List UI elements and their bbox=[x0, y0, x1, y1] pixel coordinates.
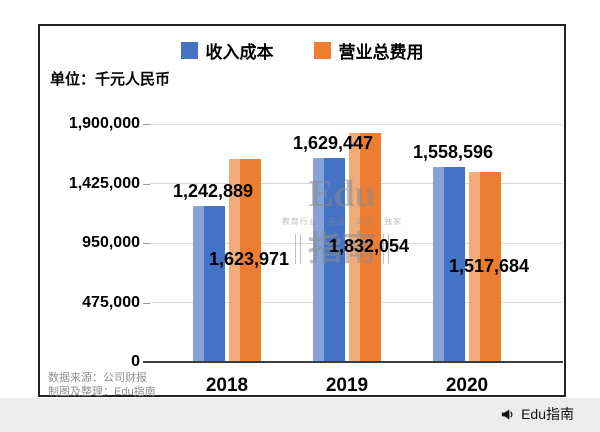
value-label-营业总费用-2019: 1,832,054 bbox=[328, 236, 410, 257]
unit-label: 单位：千元人民币 bbox=[50, 71, 171, 88]
x-axis-line bbox=[143, 361, 563, 363]
legend-swatch-blue bbox=[180, 42, 198, 59]
x-axis-label-2020: 2020 bbox=[445, 375, 489, 396]
brand-name: Edu指南 bbox=[521, 406, 574, 422]
brand-footer: Edu指南 bbox=[500, 404, 574, 424]
value-label-收入成本-2019: 1,629,447 bbox=[292, 132, 374, 153]
legend: 收入成本 营业总费用 bbox=[40, 38, 564, 63]
credit-note: 制图及整理：Edu指南 bbox=[48, 386, 156, 398]
bar-营业总费用-2019 bbox=[349, 132, 381, 362]
y-axis-tick-label: 1,425,000 bbox=[68, 174, 140, 192]
legend-swatch-orange bbox=[313, 42, 331, 59]
x-axis-label-2019: 2019 bbox=[325, 375, 369, 396]
bar-营业总费用-2018 bbox=[229, 158, 261, 362]
bar-营业总费用-2020 bbox=[469, 171, 501, 362]
legend-item-operating-expense: 营业总费用 bbox=[313, 38, 424, 63]
value-label-收入成本-2020: 1,558,596 bbox=[412, 141, 494, 162]
x-axis-label-2018: 2018 bbox=[205, 375, 249, 396]
bar-收入成本-2020 bbox=[433, 166, 465, 362]
y-axis-tick-label: 950,000 bbox=[82, 234, 140, 251]
legend-item-revenue-cost: 收入成本 bbox=[180, 38, 274, 63]
y-axis-tick-label: 1,900,000 bbox=[68, 115, 140, 132]
y-axis-tick-label: 475,000 bbox=[82, 293, 140, 311]
y-axis-tickmark bbox=[143, 302, 150, 304]
bar-收入成本-2018 bbox=[193, 206, 225, 362]
legend-label-operating-expense: 营业总费用 bbox=[338, 43, 424, 62]
bottom-strip bbox=[0, 398, 600, 432]
y-axis-tickmark bbox=[143, 124, 150, 125]
value-label-营业总费用-2018: 1,623,971 bbox=[208, 249, 290, 270]
speaker-icon bbox=[501, 409, 513, 419]
gridline bbox=[150, 123, 563, 125]
value-label-营业总费用-2020: 1,517,684 bbox=[448, 255, 530, 276]
y-axis-tickmark bbox=[143, 183, 150, 185]
y-axis-tickmark bbox=[143, 243, 150, 244]
legend-label-revenue-cost: 收入成本 bbox=[205, 43, 274, 62]
value-label-收入成本-2018: 1,242,889 bbox=[172, 181, 254, 202]
y-axis-tick-label: 0 bbox=[131, 353, 140, 370]
chart-panel: 收入成本 营业总费用 单位：千元人民币 Edu 教育行业 · 前沿 · 深度 ·… bbox=[38, 24, 566, 398]
source-note: 数据来源：公司财报 bbox=[48, 372, 147, 384]
bar-收入成本-2019 bbox=[313, 157, 345, 362]
